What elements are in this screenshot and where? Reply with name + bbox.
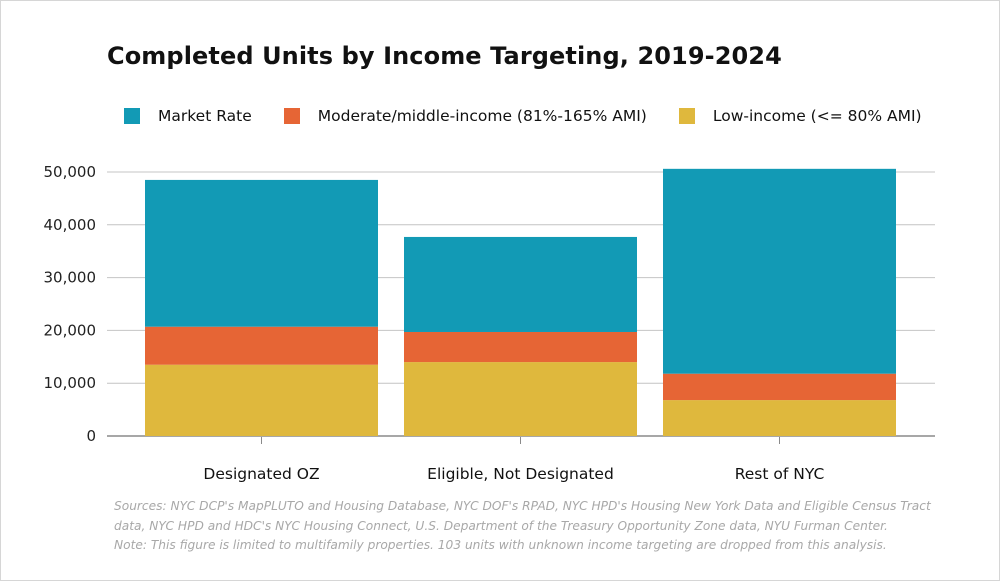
legend-label-low-income: Low-income (<= 80% AMI) xyxy=(712,107,922,125)
y-tick-label-40000: 40,000 xyxy=(44,216,97,234)
legend-swatch-market-rate xyxy=(124,108,140,124)
source-note: Sources: NYC DCP's MapPLUTO and Housing … xyxy=(114,497,974,556)
legend-swatch-moderate-income xyxy=(283,108,300,124)
legend-item-low-income: Low-income (<= 80% AMI) xyxy=(678,107,922,125)
bar-eligible-not-designated-moderate-middle-income-81-165-ami xyxy=(404,331,637,363)
source-line-3: Note: This figure is limited to multifam… xyxy=(114,538,887,552)
source-line-2: data, NYC HPD and HDC's NYC Housing Conn… xyxy=(114,518,888,533)
chart-legend: Market Rate Moderate/middle-income (81%-… xyxy=(124,105,954,127)
y-tick-label-10000: 10,000 xyxy=(44,374,97,392)
bar-rest-of-nyc-market-rate xyxy=(663,168,896,374)
legend-item-market-rate: Market Rate xyxy=(124,107,252,125)
y-tick-label-50000: 50,000 xyxy=(44,163,97,181)
bar-eligible-not-designated-low-income-80-ami xyxy=(404,362,637,436)
x-tick-label-rest-of-nyc: Rest of NYC xyxy=(735,465,825,483)
legend-swatch-low-income xyxy=(678,108,695,124)
source-line-1: Sources: NYC DCP's MapPLUTO and Housing … xyxy=(114,499,931,513)
bar-rest-of-nyc-low-income-80-ami xyxy=(663,400,896,436)
y-tick-label-20000: 20,000 xyxy=(44,321,97,339)
bar-designated-oz-market-rate xyxy=(145,179,378,327)
bar-rest-of-nyc-moderate-middle-income-81-165-ami xyxy=(663,373,896,401)
y-tick-label-0: 0 xyxy=(86,427,96,445)
bar-designated-oz-low-income-80-ami xyxy=(145,364,378,436)
y-tick-label-30000: 30,000 xyxy=(44,269,97,287)
x-tick-label-designated-oz: Designated OZ xyxy=(203,465,319,483)
bar-eligible-not-designated-market-rate xyxy=(404,236,637,332)
chart-title: Completed Units by Income Targeting, 201… xyxy=(107,42,782,70)
legend-label-moderate-income: Moderate/middle-income (81%-165% AMI) xyxy=(317,107,647,125)
legend-label-market-rate: Market Rate xyxy=(158,107,252,125)
legend-item-moderate-income: Moderate/middle-income (81%-165% AMI) xyxy=(283,107,647,125)
bar-designated-oz-moderate-middle-income-81-165-ami xyxy=(145,326,378,365)
x-tick-label-eligible-not-designated: Eligible, Not Designated xyxy=(427,465,614,483)
